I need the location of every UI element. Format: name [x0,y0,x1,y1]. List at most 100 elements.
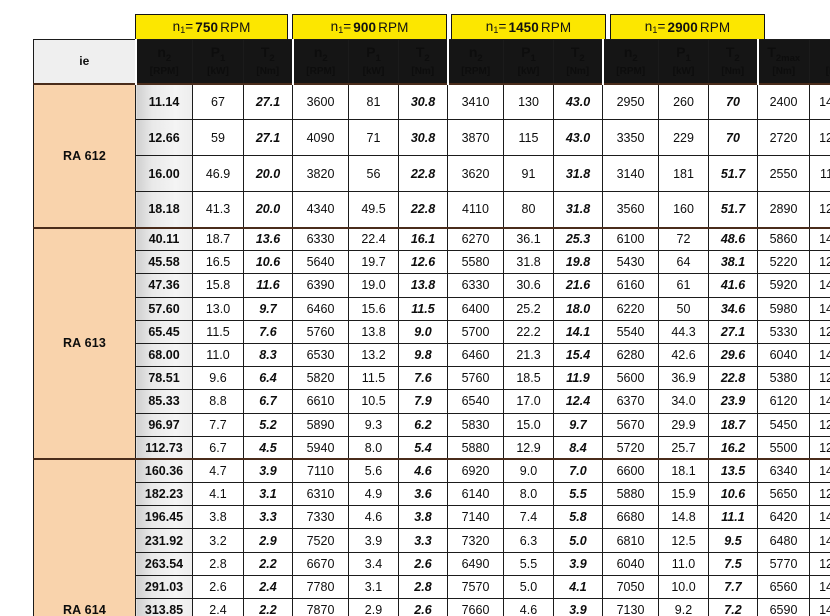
cell-t2-750: 5890 [292,412,349,437]
cell-p1-2900: 16.2 [708,435,758,461]
cell-n2-750: 11.5 [192,319,244,344]
speed-group-banner-900: n1= 900 RPM [292,14,447,40]
cell-p1-1450: 3.9 [553,551,603,576]
cell-t2-900: 6460 [447,342,504,368]
speed-symbol: n1= [644,19,666,35]
cell-t2-1450: 3560 [602,191,659,229]
table-row: 68.00 11.0 8.3 6530 13.2 9.8 6460 21.3 15.4 6280 4… [34,342,830,368]
cell-t2-2900: 5860 [757,226,810,252]
cell-n2-1450: 17.0 [503,389,554,414]
cell-t2-900: 6490 [447,551,504,576]
cell-ie: 40.11 [135,226,193,252]
model-label-ra-614: RA 614 [33,458,136,616]
table-row: 112.73 6.7 4.5 5940 8.0 5.4 5880 12.9 8.4 5720 25.… [34,435,830,461]
cell-t2-2900: 5770 [757,551,810,576]
cell-n2-1450: 36.1 [503,226,554,252]
cell-ie: 313.85 [135,597,193,616]
cell-t2-1450: 5540 [602,319,659,344]
cell-t2-1450: 5600 [602,366,659,391]
cell-t2-750: 5820 [292,366,349,391]
table-row: 263.54 2.8 2.2 6670 3.4 2.6 6490 5.5 3.9 6040 11.0… [34,551,830,576]
cell-t2-2900: 6560 [757,574,810,600]
header-symbol: P1 [521,44,536,65]
cell-n2-2900: 36.9 [658,366,709,391]
cell-p1-2900: 48.6 [708,226,758,252]
cell-p1-1450: 14.1 [553,319,603,344]
cell-t2max: 12800 [809,551,830,576]
table-row: 313.85 2.4 2.2 7870 2.9 2.6 7660 4.6 3.9 7130 9.2 7… [34,597,830,616]
cell-p1-2900: 51.7 [708,155,758,192]
cell-n2-2900: 14.8 [658,505,709,530]
cell-p1-2900: 7.2 [708,597,758,616]
cell-n2-1450: 30.6 [503,273,554,298]
cell-t2max: 14900 [809,574,830,600]
cell-n2-900: 4.9 [348,482,399,507]
cell-t2-1450: 3350 [602,119,659,156]
cell-n2-750: 4.7 [192,458,244,484]
cell-ie: 47.36 [135,273,193,298]
cell-p1-2900: 27.1 [708,319,758,344]
header-symbol: n2 [623,44,638,65]
cell-t2-750: 5640 [292,250,349,275]
cell-ie: 196.45 [135,505,193,530]
header-symbol: P1 [210,44,226,65]
table-row: 291.03 2.6 2.4 7780 3.1 2.8 7570 5.0 4.1 7050 10.0… [34,574,830,600]
cell-p1-900: 30.8 [398,119,448,156]
cell-t2-2900: 6340 [757,458,810,484]
cell-n2-1450: 5.0 [503,574,554,600]
cell-p1-1450: 9.7 [553,412,603,437]
cell-p1-2900: 11.1 [708,505,758,530]
cell-p1-750: 20.0 [243,155,293,192]
cell-t2-2900: 2890 [757,191,810,229]
cell-t2-1450: 5430 [602,250,659,275]
cell-n2-1450: 80 [503,191,554,229]
cell-p1-750: 4.5 [243,435,293,461]
speed-value: 2900 [667,19,698,35]
cell-ie: 182.23 [135,482,193,507]
cell-t2max: 14900 [809,342,830,368]
cell-t2max: 14900 [809,226,830,252]
cell-t2-750: 4340 [292,191,349,229]
table-row: 47.36 15.8 11.6 6390 19.0 13.8 6330 30.6 21.6 616… [34,273,830,298]
cell-t2max: 12800 [809,319,830,344]
cell-t2-1450: 6160 [602,273,659,298]
header-symbol: n2 [313,44,328,65]
cell-n2-900: 19.7 [348,250,399,275]
cell-p1-2900: 70 [708,119,758,156]
cell-t2-900: 4110 [447,191,504,229]
cell-p1-750: 3.1 [243,482,293,507]
cell-t2-1450: 6680 [602,505,659,530]
column-header-p1-1450: P1 [kW] [503,39,554,84]
cell-p1-900: 2.8 [398,574,448,600]
cell-p1-1450: 43.0 [553,82,603,120]
cell-p1-1450: 25.3 [553,226,603,252]
cell-p1-2900: 10.6 [708,482,758,507]
cell-n2-900: 19.0 [348,273,399,298]
cell-t2-750: 7870 [292,597,349,616]
table-row: RA 613 40.11 18.7 13.6 6330 22.4 16.1 6270 36.1 2… [33,226,830,460]
cell-p1-900: 5.4 [398,435,448,461]
cell-p1-900: 3.6 [398,482,448,507]
cell-n2-1450: 4.6 [503,597,554,616]
cell-t2-900: 5580 [447,250,504,275]
banner-cells: n1= 750 RPM n1= 900 RPM n1= 1450 RPM n1= 2900 RPM [135,14,798,40]
cell-n2-900: 4.6 [348,505,399,530]
cell-p1-1450: 31.8 [553,191,603,229]
column-header-t2-900: T2 [Nm] [398,39,448,84]
cell-t2-750: 7780 [292,574,349,600]
cell-t2max: 14900 [809,597,830,616]
header-symbol: n2 [468,44,483,65]
cell-t2max: 14900 [809,389,830,414]
cell-t2-750: 6670 [292,551,349,576]
cell-p1-1450: 21.6 [553,273,603,298]
cell-t2-2900: 6120 [757,389,810,414]
speed-unit: RPM [699,19,731,35]
cell-t2-900: 5700 [447,319,504,344]
cell-ie: 231.92 [135,528,193,553]
cell-ie: 16.00 [135,155,193,192]
table-body: RA 612 11.14 67 27.1 3600 81 30.8 3410 130 43.0 29… [33,82,830,616]
speed-unit: RPM [378,19,409,35]
cell-t2max: 12800 [809,119,830,156]
cell-n2-750: 2.6 [192,574,244,600]
